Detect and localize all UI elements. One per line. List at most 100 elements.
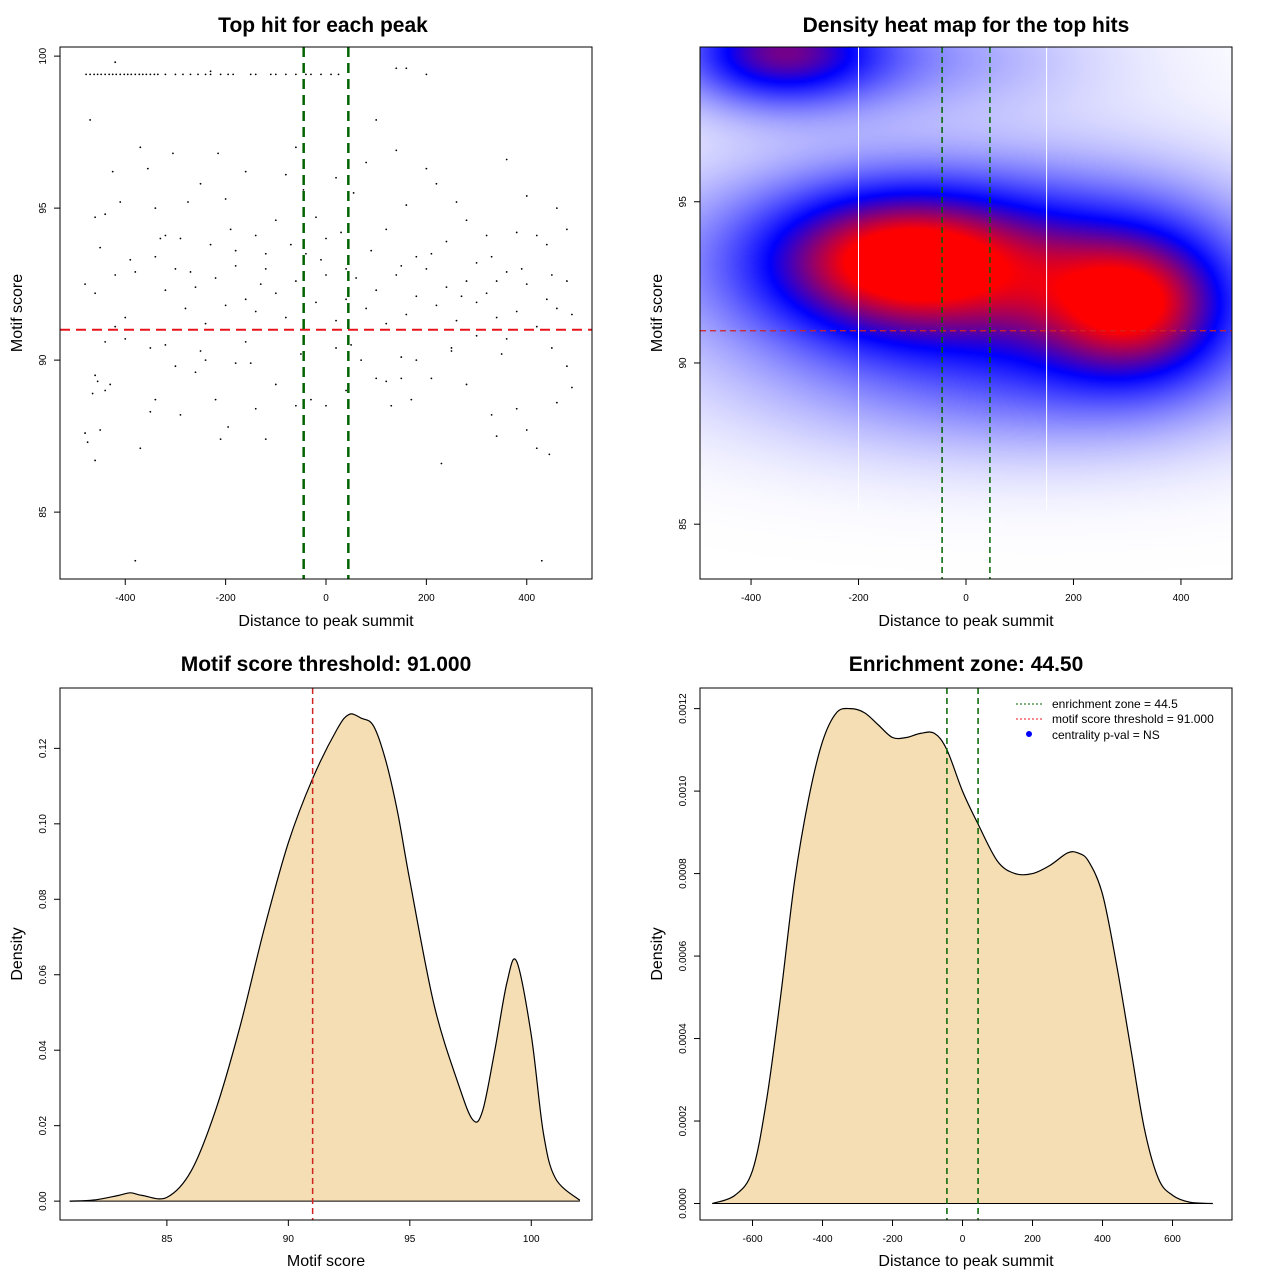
scatter-y-tick-label: 95 [38,202,49,214]
top-hit-point [525,283,528,286]
top-hit-point [515,310,518,313]
top-hit-point [209,70,212,73]
top-hit-point [325,404,327,407]
top-hit-point [395,149,398,152]
distance-density-x-tick-label: 600 [1164,1234,1181,1245]
top-hit-point [100,73,103,76]
top-hit-point [94,292,97,295]
top-hit-point [114,61,117,64]
top-hit-point [111,170,114,173]
top-hit-point [86,441,89,444]
scatter-y-axis-label: Motif score [9,274,26,352]
top-hit-point [475,334,478,337]
top-hit-point [495,316,498,319]
score-density-y-tick-label: 0.06 [38,965,49,985]
top-hit-point [320,258,322,261]
top-hit-point [320,73,322,76]
top-hit-point [126,73,129,76]
scatter-y-tick-label: 90 [38,354,49,366]
scatter-x-tick-label: 200 [418,593,435,604]
top-hit-point [566,280,568,282]
top-hit-point [94,216,97,219]
top-hit-point [425,167,428,170]
scatter-x-tick-label: -200 [216,593,236,604]
heatmap-y-tick-label: 90 [678,357,689,369]
top-hit-point [550,347,553,349]
top-hit-point [164,234,167,237]
top-hit-point [535,325,538,328]
top-hit-point [115,73,118,76]
top-hit-point [104,73,107,76]
top-hit-point [385,228,388,231]
top-hit-point [99,429,102,431]
top-hit-point [134,73,137,76]
top-hit-point [129,258,132,261]
top-hit-point [114,274,117,276]
top-hit-point [164,344,167,346]
top-hit-point [224,198,227,200]
scatter-x-tick-label: -400 [115,593,135,604]
top-hit-point [204,359,207,362]
top-hit-point [550,274,553,276]
distance-density-x-tick-label: 400 [1094,1234,1111,1245]
top-hit-point [234,249,237,252]
top-hit-point [485,292,488,295]
top-hit-point [111,73,114,76]
legend-centrality-label: centrality p-val = NS [1052,728,1160,742]
top-hit-point [390,404,393,407]
top-hit-point [159,237,162,240]
score-density-y-tick-label: 0.02 [38,1116,49,1136]
legend-motif-threshold-label: motif score threshold = 91.000 [1052,712,1214,726]
top-hit-point [555,401,558,404]
top-hit-point [435,304,438,307]
score-density-y-axis-label: Density [9,927,26,980]
top-hit-point [430,377,433,380]
top-hit-point [134,271,137,273]
heatmap-x-tick-label: -400 [741,593,761,604]
score-density-plot-frame [59,687,593,1221]
top-hit-point [164,289,167,292]
top-hit-point [114,325,117,328]
top-hit-point [410,398,413,401]
top-hit-point [430,252,433,255]
score-density-x-tick-label: 90 [283,1234,295,1245]
top-hit-point [124,316,127,319]
top-hit-point [294,404,297,407]
top-hit-point [89,119,92,121]
top-hit-point [123,73,126,76]
top-hit-point [244,170,247,173]
top-hit-point [91,392,94,395]
top-hit-point [254,407,257,410]
heatmap-title: Density heat map for the top hits [803,14,1130,37]
top-hit-point [174,365,177,368]
top-hit-point [395,67,398,70]
top-hit-point [214,398,217,401]
top-hit-point [119,73,122,76]
top-hit-point [335,319,337,322]
top-hit-point [571,313,573,316]
top-hit-point [249,362,252,365]
scatter-panel: Top hit for each peak -400 -200 0 200 400 85 9… [9,14,593,630]
top-hit-point [405,67,408,70]
top-hit-point [138,73,141,76]
top-hit-point [415,295,418,298]
scatter-x-axis-label: Distance to peak summit [238,613,414,630]
distance-density-plot-frame [699,687,1233,1221]
top-hit-point [337,73,340,76]
top-hit-point [370,249,373,252]
top-hit-point [244,340,247,343]
top-hit-point [465,383,468,386]
top-hit-point [548,453,551,456]
top-hit-point [340,231,342,234]
top-hit-point [94,459,97,462]
top-hit-point [94,374,97,377]
top-hit-point [566,365,568,368]
top-hit-point [254,234,257,237]
top-hit-point [232,73,235,76]
scatter-y-tick-label: 85 [38,506,49,518]
distance-density-y-tick-label: 0.0010 [678,775,689,806]
top-hit-point [485,234,488,237]
distance-density-density-curve [712,707,1213,1205]
top-hit-point [365,161,368,164]
